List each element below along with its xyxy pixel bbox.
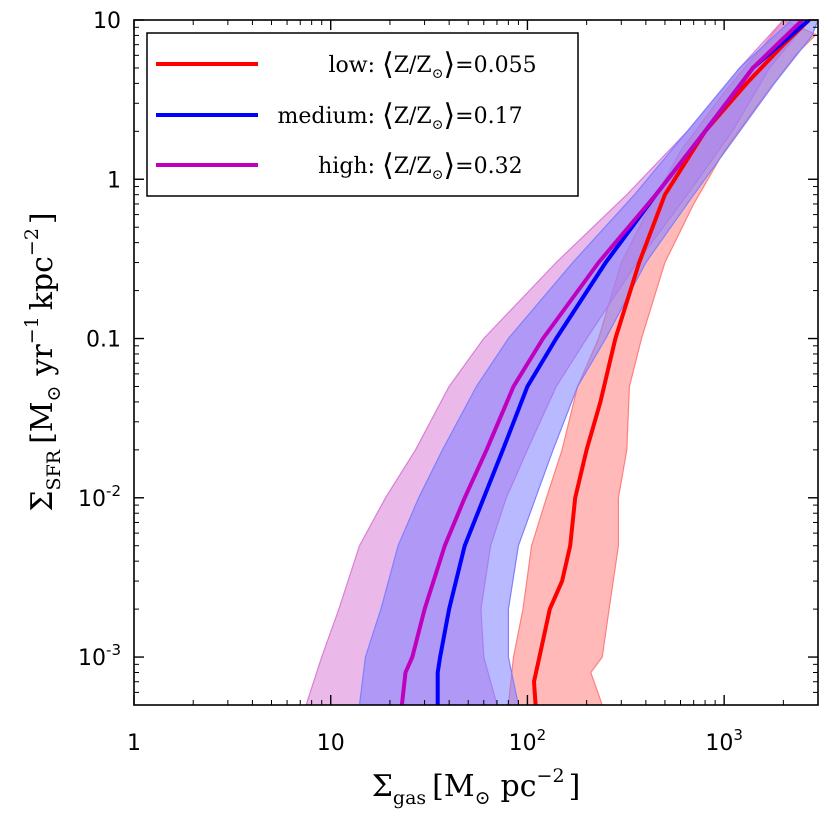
legend-label-high: ⟨Z/Z⊙⟩=0.32 (382, 148, 523, 183)
line-high (399, 20, 804, 705)
plot-frame (133, 19, 819, 706)
legend-label-medium: ⟨Z/Z⊙⟩=0.17 (382, 98, 523, 133)
legend-label-low: ⟨Z/Z⊙⟩=0.055 (382, 47, 537, 82)
x-tick-label: 102 (509, 726, 547, 756)
bands-layer (305, 20, 818, 705)
x-tick-label: 10 (317, 731, 345, 756)
x-axis-label: Σgas [M⊙ pc−2] (372, 765, 581, 809)
line-low (532, 20, 811, 705)
y-tick-label: 1 (107, 168, 121, 193)
legend-name-low: low: (328, 53, 375, 78)
y-tick-label: 10-3 (78, 641, 121, 671)
y-tick-label: 10-2 (78, 482, 121, 512)
tick-labels: 1 10 102 103 10-3 10-2 0.1 1 10 (78, 9, 743, 756)
y-tick-label: 10 (93, 9, 121, 34)
legend-name-medium: medium: (278, 104, 375, 129)
y-axis-label: ΣSFR[M⊙yr−1kpc−2] (21, 212, 65, 511)
lines-layer (399, 20, 811, 705)
x-tick-label: 1 (127, 731, 141, 756)
y-tick-label: 0.1 (86, 328, 121, 353)
x-tick-label: 103 (705, 726, 743, 756)
legend: low: medium: high: ⟨Z/Z⊙⟩=0.055 ⟨Z/Z⊙⟩=0… (146, 32, 579, 197)
legend-name-high: high: (318, 154, 375, 179)
